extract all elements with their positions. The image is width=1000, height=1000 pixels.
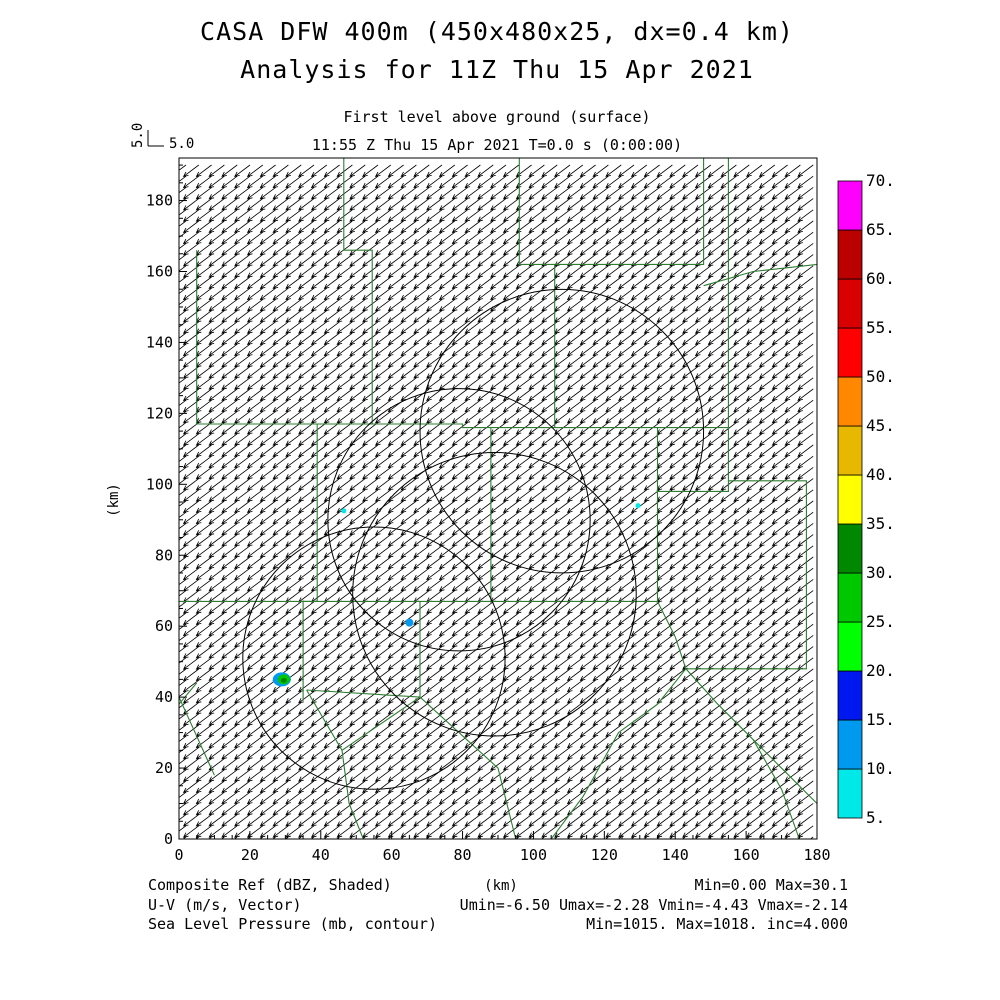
y-tick-label-60: 60 — [155, 617, 173, 635]
county-boundary-16 — [550, 668, 687, 839]
footer-left-2: U-V (m/s, Vector) — [148, 896, 302, 914]
echo-1-core — [280, 677, 287, 683]
colorbar-segment-4 — [837, 621, 863, 672]
colorbar-segment-6 — [837, 523, 863, 574]
county-boundary-4 — [554, 158, 705, 265]
reference-vector: 5.0 5.0 — [130, 123, 194, 152]
footer-right-1: Min=0.00 Max=30.1 — [694, 876, 848, 894]
county-boundary-7 — [179, 427, 659, 602]
colorbar-segment-12 — [837, 229, 863, 280]
y-tick-label-160: 160 — [146, 263, 173, 281]
range-ring-4 — [352, 451, 637, 737]
footer-left-3: Sea Level Pressure (mb, contour) — [148, 915, 437, 933]
x-tick-label-40: 40 — [312, 846, 330, 864]
county-boundary-13 — [179, 682, 198, 705]
x-tick-label-180: 180 — [803, 846, 830, 864]
county-boundary-2 — [196, 250, 373, 425]
colorbar-label-7: 35. — [866, 514, 895, 533]
echo-4 — [635, 503, 641, 509]
wind-vector-field — [179, 164, 814, 839]
colorbar-segment-5 — [837, 572, 863, 623]
county-boundary-18 — [752, 739, 800, 839]
county-boundary-1 — [343, 158, 729, 429]
county-boundary-10 — [657, 427, 729, 492]
colorbar-label-11: 55. — [866, 318, 895, 337]
x-tick-label-120: 120 — [591, 846, 618, 864]
echo-4-cell — [635, 503, 641, 509]
county-boundary-14 — [179, 696, 215, 776]
colorbar-label-14: 70. — [866, 171, 895, 190]
x-tick-label-60: 60 — [383, 846, 401, 864]
y-tick-label-40: 40 — [155, 688, 173, 706]
county-boundary-11 — [685, 480, 807, 670]
colorbar-label-1: 5. — [866, 808, 885, 827]
y-tick-label-100: 100 — [146, 475, 173, 493]
y-tick-label-180: 180 — [146, 192, 173, 210]
x-tick-label-80: 80 — [454, 846, 472, 864]
reference-vector-axis-label: 5.0 — [130, 123, 146, 148]
county-boundary-5 — [703, 263, 817, 287]
county-boundary-17 — [341, 750, 364, 839]
x-axis: 0 20 40 60 80 100 120 140 160 180 — [174, 831, 831, 864]
y-axis-label: (km) — [106, 483, 122, 517]
county-boundary-3 — [518, 158, 556, 428]
colorbar-label-10: 50. — [866, 367, 895, 386]
subtitle-line-1: First level above ground (surface) — [343, 108, 650, 126]
echo-2-cell — [405, 618, 414, 627]
x-tick-label-20: 20 — [241, 846, 259, 864]
colorbar-label-5: 25. — [866, 612, 895, 631]
footer: Composite Ref (dBZ, Shaded) U-V (m/s, Ve… — [148, 876, 848, 933]
range-ring-3 — [242, 526, 506, 790]
echo-1 — [272, 672, 291, 687]
reference-vector-label: 5.0 — [169, 136, 194, 152]
colorbar-segment-1 — [837, 768, 863, 819]
footer-left-1: Composite Ref (dBZ, Shaded) — [148, 876, 392, 894]
x-axis-label: (km) — [484, 878, 518, 894]
y-axis: 0 20 40 60 80 100 120 140 160 180 — [146, 164, 187, 848]
colorbar-label-8: 40. — [866, 465, 895, 484]
colorbar-label-9: 45. — [866, 416, 895, 435]
colorbar: 5. 10. 15. 20. 25. 30. 35. 40. 45. 50. 55. 60. 65. 70… — [837, 171, 895, 827]
y-tick-label-80: 80 — [155, 546, 173, 564]
x-tick-label-140: 140 — [662, 846, 689, 864]
colorbar-label-4: 20. — [866, 661, 895, 680]
wind-vectors — [179, 164, 814, 839]
y-tick-label-0: 0 — [164, 830, 173, 848]
x-tick-label-160: 160 — [733, 846, 760, 864]
echo-3-cell — [341, 508, 347, 514]
colorbar-segment-13 — [837, 180, 863, 231]
county-boundary-12 — [657, 601, 817, 804]
echo-3 — [341, 508, 347, 514]
colorbar-segment-10 — [837, 327, 863, 378]
colorbar-label-6: 30. — [866, 563, 895, 582]
y-tick-label-20: 20 — [155, 759, 173, 777]
county-boundary-15 — [306, 689, 517, 839]
colorbar-label-3: 15. — [866, 710, 895, 729]
colorbar-segment-11 — [837, 278, 863, 329]
reflectivity-echoes — [272, 503, 641, 687]
range-rings — [242, 288, 705, 790]
colorbar-segment-3 — [837, 670, 863, 721]
colorbar-segment-2 — [837, 719, 863, 770]
colorbar-segment-8 — [837, 425, 863, 476]
y-tick-label-140: 140 — [146, 333, 173, 351]
range-ring-1 — [419, 288, 705, 574]
colorbar-label-2: 10. — [866, 759, 895, 778]
county-boundaries — [179, 158, 817, 839]
echo-2 — [405, 618, 414, 627]
x-tick-label-0: 0 — [174, 846, 183, 864]
colorbar-label-13: 65. — [866, 220, 895, 239]
colorbar-segment-7 — [837, 474, 863, 525]
subtitle-line-2: 11:55 Z Thu 15 Apr 2021 T=0.0 s (0:00:00… — [312, 136, 682, 154]
range-ring-2 — [327, 388, 591, 652]
title-line-1: CASA DFW 400m (450x480x25, dx=0.4 km) — [200, 17, 794, 46]
footer-right-3: Min=1015. Max=1018. inc=4.000 — [586, 915, 848, 933]
title-line-2: Analysis for 11Z Thu 15 Apr 2021 — [240, 55, 754, 84]
colorbar-segment-9 — [837, 376, 863, 427]
footer-right-2: Umin=-6.50 Umax=-2.28 Vmin=-4.43 Vmax=-2… — [460, 896, 848, 914]
x-tick-label-100: 100 — [520, 846, 547, 864]
colorbar-label-12: 60. — [866, 269, 895, 288]
y-tick-label-120: 120 — [146, 404, 173, 422]
